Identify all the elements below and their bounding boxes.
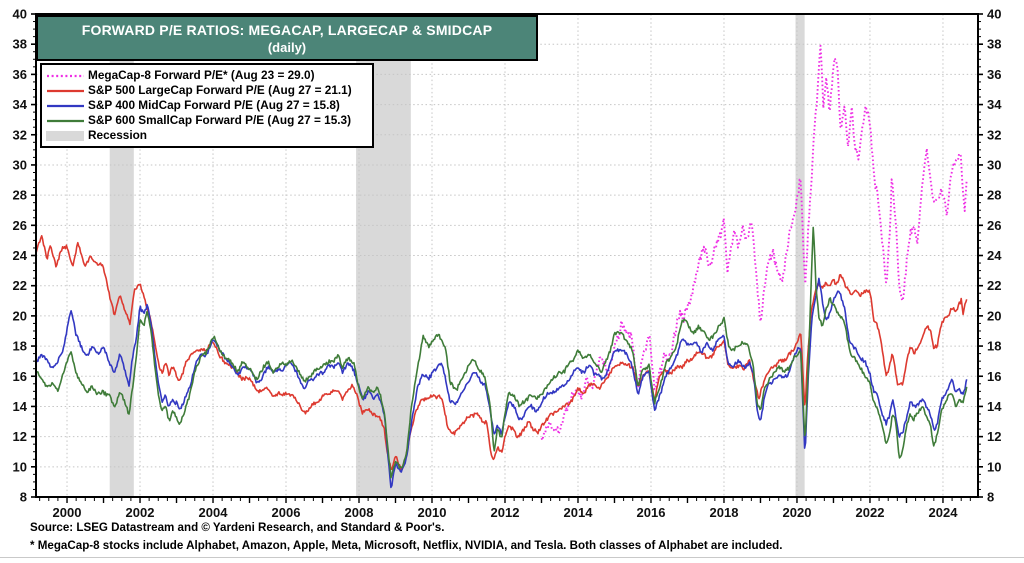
y-axis-label-left: 12 <box>13 429 27 444</box>
y-axis-label-right: 14 <box>987 399 1002 414</box>
x-axis-label: 2004 <box>199 505 229 520</box>
x-axis-label: 2008 <box>345 505 374 520</box>
y-axis-label-right: 20 <box>987 308 1001 323</box>
y-axis-label-right: 16 <box>987 369 1001 384</box>
y-axis-label-right: 40 <box>987 7 1001 22</box>
y-axis-label-right: 26 <box>987 218 1001 233</box>
legend-item-recession: Recession <box>44 128 368 143</box>
legend-line-swatch-sp600 <box>47 119 84 122</box>
y-axis-label-left: 8 <box>20 490 27 505</box>
legend-label-megacap8: MegaCap-8 Forward P/E* (Aug 23 = 29.0) <box>88 67 315 82</box>
y-axis-label-left: 10 <box>13 459 27 474</box>
legend-item-sp600: S&P 600 SmallCap Forward P/E (Aug 27 = 1… <box>44 113 368 128</box>
legend-line-swatch-sp400 <box>47 104 84 107</box>
legend-line-swatch-megacap8 <box>47 74 84 77</box>
plot-frame <box>35 13 979 498</box>
y-axis-label-right: 24 <box>987 248 1002 263</box>
y-axis-label-right: 8 <box>987 490 994 505</box>
chart-subtitle: (daily) <box>267 40 307 55</box>
chart-title-box: FORWARD P/E RATIOS: MEGACAP, LARGECAP & … <box>36 15 538 61</box>
y-axis-label-right: 32 <box>987 127 1001 142</box>
y-axis-label-left: 24 <box>13 248 28 263</box>
y-axis-label-left: 14 <box>13 399 28 414</box>
x-axis-label: 2020 <box>783 505 812 520</box>
legend-item-sp500: S&P 500 LargeCap Forward P/E (Aug 27 = 2… <box>44 83 368 98</box>
x-axis-label: 2010 <box>418 505 447 520</box>
y-axis-label-left: 30 <box>13 157 27 172</box>
y-axis-label-left: 18 <box>13 339 27 354</box>
x-axis-label: 2012 <box>491 505 520 520</box>
legend-item-sp400: S&P 400 MidCap Forward P/E (Aug 27 = 15.… <box>44 98 368 113</box>
y-axis-label-right: 12 <box>987 429 1001 444</box>
x-axis-label: 2016 <box>637 505 666 520</box>
y-axis-label-left: 20 <box>13 308 27 323</box>
x-axis-label: 2002 <box>126 505 155 520</box>
chart-title: FORWARD P/E RATIOS: MEGACAP, LARGECAP & … <box>81 22 493 38</box>
y-axis-label-right: 34 <box>987 97 1002 112</box>
legend-line-swatch-sp500 <box>47 89 84 92</box>
legend-recession-swatch <box>46 130 84 141</box>
x-axis-label: 2014 <box>564 505 594 520</box>
x-axis-label: 2006 <box>272 505 301 520</box>
y-axis-label-left: 38 <box>13 37 27 52</box>
bottom-divider <box>0 557 1024 558</box>
legend-label-sp500: S&P 500 LargeCap Forward P/E (Aug 27 = 2… <box>88 82 352 97</box>
y-axis-label-right: 10 <box>987 459 1001 474</box>
x-axis-label: 2024 <box>929 505 959 520</box>
y-axis-label-left: 16 <box>13 369 27 384</box>
x-axis-label: 2022 <box>856 505 885 520</box>
y-axis-label-left: 36 <box>13 67 27 82</box>
y-axis-label-right: 18 <box>987 339 1001 354</box>
y-axis-label-right: 30 <box>987 157 1001 172</box>
footnote-text: * MegaCap-8 stocks include Alphabet, Ama… <box>30 539 783 552</box>
legend-label-recession: Recession <box>88 127 148 142</box>
y-axis-label-right: 28 <box>987 188 1001 203</box>
source-text: Source: LSEG Datastream and © Yardeni Re… <box>30 521 445 534</box>
y-axis-label-right: 38 <box>987 37 1001 52</box>
legend: MegaCap-8 Forward P/E* (Aug 23 = 29.0) S… <box>40 63 374 148</box>
legend-item-megacap8: MegaCap-8 Forward P/E* (Aug 23 = 29.0) <box>44 68 368 83</box>
x-axis-label: 2018 <box>710 505 739 520</box>
y-axis-label-left: 28 <box>13 188 27 203</box>
legend-label-sp600: S&P 600 SmallCap Forward P/E (Aug 27 = 1… <box>88 112 352 127</box>
x-axis-label: 2000 <box>53 505 82 520</box>
y-axis-label-left: 26 <box>13 218 27 233</box>
y-axis-label-right: 36 <box>987 67 1001 82</box>
y-axis-label-right: 22 <box>987 278 1001 293</box>
series-sp600-smallcap-line <box>35 226 968 479</box>
y-axis-label-left: 22 <box>13 278 27 293</box>
y-axis-label-left: 32 <box>13 127 27 142</box>
y-axis-label-left: 34 <box>13 97 28 112</box>
series-sp500-largecap-line <box>35 235 968 471</box>
y-axis-label-left: 40 <box>13 7 27 22</box>
legend-label-sp400: S&P 400 MidCap Forward P/E (Aug 27 = 15.… <box>88 97 340 112</box>
series-sp400-midcap-line <box>35 277 968 489</box>
